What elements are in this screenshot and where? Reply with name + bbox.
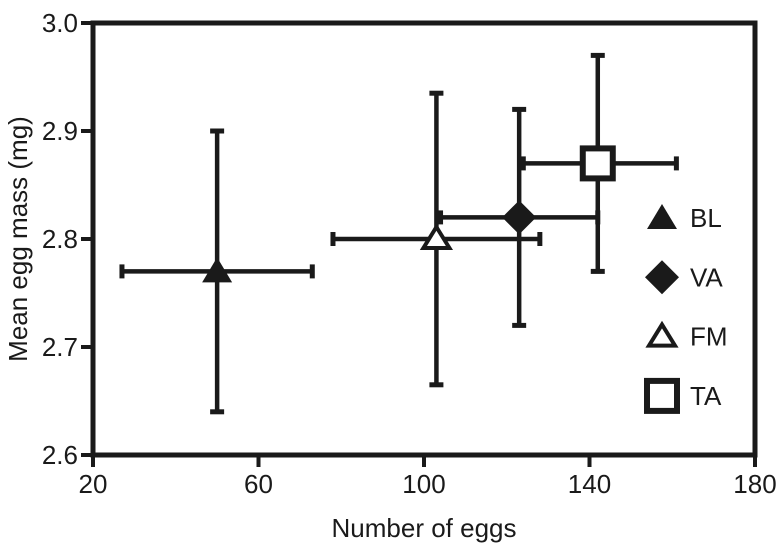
x-tick-label-180: 180 — [733, 469, 776, 499]
legend-marker-TA — [644, 377, 680, 414]
legend-marker-FM — [645, 320, 679, 348]
y-axis-title: Mean egg mass (mg) — [3, 116, 33, 362]
x-tick-label-20: 20 — [79, 469, 108, 499]
data-markers — [202, 145, 616, 283]
y-axis-ticks — [81, 21, 91, 457]
marker-BL — [202, 257, 233, 283]
legend-label-FM: FM — [690, 322, 728, 352]
legend: BL VA FM TA — [644, 203, 728, 414]
x-axis-ticks — [91, 457, 757, 467]
legend-item-TA: TA — [644, 377, 722, 414]
marker-FM — [419, 223, 454, 250]
x-tick-label-60: 60 — [244, 469, 273, 499]
y-tick-label-2.8: 2.8 — [42, 224, 78, 254]
y-tick-label-2.6: 2.6 — [42, 440, 78, 470]
marker-TA — [579, 145, 616, 182]
x-tick-label-100: 100 — [402, 469, 445, 499]
plot-box — [90, 20, 758, 458]
legend-item-VA: VA — [645, 260, 723, 295]
plot-border — [90, 20, 758, 458]
legend-label-VA: VA — [690, 262, 723, 292]
x-tick-label-140: 140 — [568, 469, 611, 499]
y-tick-label-2.9: 2.9 — [42, 116, 78, 146]
y-tick-label-2.7: 2.7 — [42, 332, 78, 362]
y-tick-label-3.0: 3.0 — [42, 8, 78, 38]
legend-marker-VA — [645, 260, 679, 295]
legend-marker-BL — [647, 204, 677, 229]
error-bars — [119, 52, 679, 415]
legend-item-FM: FM — [645, 320, 728, 352]
x-axis-tick-labels: 20 60 100 140 180 — [79, 469, 777, 499]
x-axis-title: Number of eggs — [332, 513, 517, 543]
legend-label-TA: TA — [690, 381, 722, 411]
legend-label-BL: BL — [690, 203, 722, 233]
marker-VA — [502, 200, 537, 235]
y-axis-tick-labels: 2.6 2.7 2.8 2.9 3.0 — [42, 8, 78, 470]
legend-item-BL: BL — [647, 203, 722, 233]
